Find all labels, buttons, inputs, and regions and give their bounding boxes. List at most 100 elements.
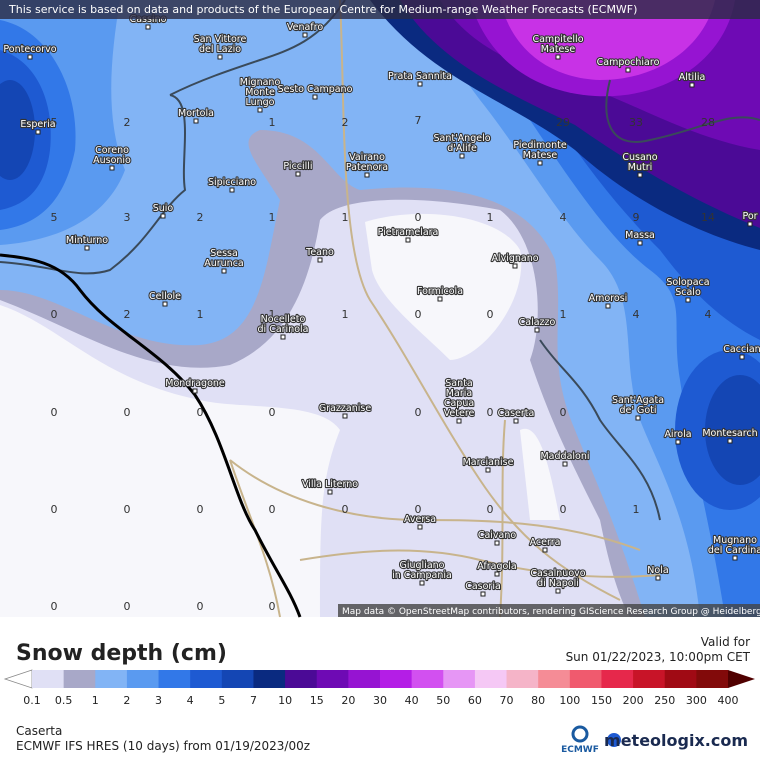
grid-value: 0 (197, 406, 204, 419)
place-label: Calazzo (519, 317, 556, 328)
place-marker (513, 418, 519, 424)
legend-tick-label: 100 (559, 694, 580, 707)
road (229, 459, 641, 551)
place-marker (419, 580, 425, 586)
place-label: Teano (305, 247, 334, 258)
place-label: Coreno (95, 145, 129, 156)
place-label: Mortola (178, 108, 214, 119)
grid-value: 4 (705, 308, 712, 321)
valid-time: Sun 01/22/2023, 10:00pm CET (566, 650, 751, 664)
place-marker (456, 418, 462, 424)
place-label: Scalo (675, 287, 701, 298)
place-label: Solopaca (666, 277, 709, 288)
legend-tick-label: 50 (436, 694, 450, 707)
grid-value: 0 (51, 600, 58, 613)
place-label: in Campania (392, 570, 452, 581)
legend-tick-label: 150 (591, 694, 612, 707)
place-marker (747, 221, 753, 227)
grid-value: 1 (197, 308, 204, 321)
grid-value: 1 (342, 211, 349, 224)
place-marker (727, 438, 733, 444)
place-marker (417, 81, 423, 87)
legend-tick-label: 15 (310, 694, 324, 707)
place-label: Mondragone (165, 378, 225, 389)
legend-swatch (664, 670, 697, 688)
roads (229, 0, 661, 618)
grid-value: 0 (487, 503, 494, 516)
place-label: Afragola (477, 561, 517, 572)
grid-value: 0 (124, 600, 131, 613)
grid-value: 2 (124, 116, 131, 129)
place-label: Casoria (465, 581, 501, 592)
legend-tick-label: 2 (123, 694, 130, 707)
place-label: Caivano (478, 530, 517, 541)
place-marker (537, 160, 543, 166)
shade (0, 305, 340, 617)
grid-value: 3 (124, 211, 131, 224)
place-label: Lungo (245, 97, 274, 108)
grid-value: 0 (269, 503, 276, 516)
legend-tick-label: 200 (623, 694, 644, 707)
place-marker (145, 24, 151, 30)
place-label: Sant'Agata (612, 395, 664, 406)
grid-value: 0 (487, 406, 494, 419)
place-marker (327, 489, 333, 495)
place-label: Mutri (628, 162, 653, 173)
valid-label: Valid for (701, 635, 750, 649)
place-label: Caserta (498, 408, 535, 419)
place-label: San Vittore (194, 34, 247, 45)
map: 5 2 1 2 7 29 33 285 3 2 1 1 0 1 4 9 140 2 1 1 1 0 0 1 4 40 0 0 0 0 0 00… (0, 0, 760, 618)
place-label: Pontecorvo (3, 44, 56, 55)
coastline (0, 253, 302, 618)
place-marker (280, 334, 286, 340)
place-label: d'Alife (447, 143, 477, 154)
road (299, 549, 661, 578)
place-marker (637, 240, 643, 246)
place-label: Alvignano (491, 253, 538, 264)
brand-logo (607, 733, 621, 747)
grid-value: 33 (629, 116, 643, 129)
grid-value: 4 (633, 308, 640, 321)
place-label: Piedimonte (513, 140, 566, 151)
place-label: Montesarch (702, 428, 757, 439)
place-label: Piccilli (283, 161, 312, 172)
grid-value: 0 (415, 308, 422, 321)
place-label: Matese (523, 150, 558, 161)
location: Caserta (16, 724, 62, 738)
legend-tick-label: 20 (341, 694, 355, 707)
place-label: Sipicciano (208, 177, 256, 188)
place-marker (342, 413, 348, 419)
grid-value: 1 (560, 308, 567, 321)
road (499, 419, 506, 618)
place-label: del Lazio (199, 44, 241, 55)
legend-tick-label: 0.1 (23, 694, 41, 707)
place-marker (605, 303, 611, 309)
place-marker (675, 439, 681, 445)
place-marker (229, 187, 235, 193)
header-notice: This service is based on data and produc… (8, 3, 637, 16)
grid-value: 0 (415, 406, 422, 419)
place-marker (739, 354, 745, 360)
place-marker (459, 153, 465, 159)
place-label: Vetere (444, 408, 475, 419)
place-label: Sant'Angelo (433, 133, 490, 144)
legend-tick-label: 4 (187, 694, 194, 707)
place-label: di Napoli (537, 578, 579, 589)
legend-tick-label: 3 (155, 694, 162, 707)
grid-value: 2 (124, 308, 131, 321)
place-label: Cusano (622, 152, 657, 163)
place-label: Monte (245, 87, 275, 98)
grid-value: 0 (415, 503, 422, 516)
legend-tick-label: 7 (250, 694, 257, 707)
place-marker (405, 237, 411, 243)
grid-value: 0 (124, 406, 131, 419)
place-marker (685, 297, 691, 303)
grid-value: 0 (487, 308, 494, 321)
place-marker (217, 54, 223, 60)
place-marker (192, 388, 198, 394)
place-marker (35, 129, 41, 135)
legend-tick-label: 250 (654, 694, 675, 707)
place-label: Esperia (20, 119, 55, 130)
grid-value: 1 (342, 308, 349, 321)
